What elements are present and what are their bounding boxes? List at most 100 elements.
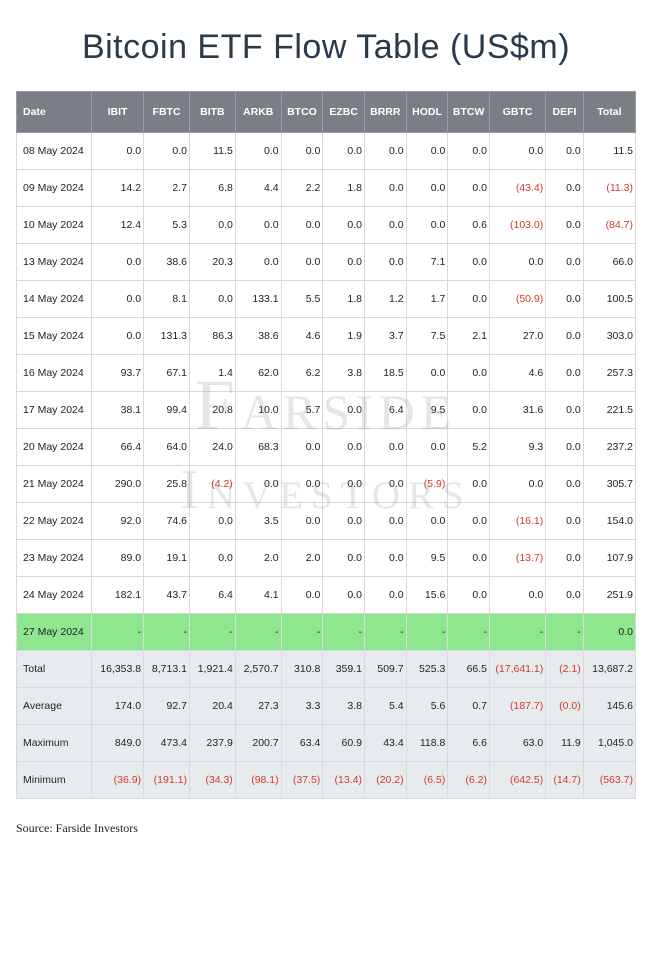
- cell-value: 0.0: [546, 429, 584, 466]
- cell-value: 0.0: [92, 133, 144, 170]
- cell-value: 1,045.0: [583, 725, 635, 762]
- table-row: 08 May 20240.00.011.50.00.00.00.00.00.00…: [17, 133, 636, 170]
- cell-value: 92.7: [144, 688, 190, 725]
- row-label: 23 May 2024: [17, 540, 92, 577]
- cell-value: 4.6: [281, 318, 323, 355]
- column-header: GBTC: [490, 92, 546, 133]
- column-header: DEFI: [546, 92, 584, 133]
- cell-value: 257.3: [583, 355, 635, 392]
- cell-value: -: [490, 614, 546, 651]
- cell-value: 174.0: [92, 688, 144, 725]
- cell-value: 310.8: [281, 651, 323, 688]
- cell-value: 74.6: [144, 503, 190, 540]
- cell-value: (4.2): [189, 466, 235, 503]
- cell-value: 0.0: [406, 503, 448, 540]
- cell-value: 0.0: [448, 466, 490, 503]
- cell-value: -: [281, 614, 323, 651]
- cell-value: 15.6: [406, 577, 448, 614]
- cell-value: 0.0: [323, 392, 365, 429]
- cell-value: (14.7): [546, 762, 584, 799]
- cell-value: 0.0: [364, 133, 406, 170]
- cell-value: 0.0: [448, 170, 490, 207]
- cell-value: 237.2: [583, 429, 635, 466]
- cell-value: 0.0: [546, 392, 584, 429]
- cell-value: (187.7): [490, 688, 546, 725]
- cell-value: 4.1: [235, 577, 281, 614]
- cell-value: 64.0: [144, 429, 190, 466]
- column-header: FBTC: [144, 92, 190, 133]
- cell-value: 0.6: [448, 207, 490, 244]
- row-label: Average: [17, 688, 92, 725]
- cell-value: -: [448, 614, 490, 651]
- cell-value: (43.4): [490, 170, 546, 207]
- cell-value: 31.6: [490, 392, 546, 429]
- cell-value: (13.7): [490, 540, 546, 577]
- cell-value: 251.9: [583, 577, 635, 614]
- table-row: 22 May 202492.074.60.03.50.00.00.00.00.0…: [17, 503, 636, 540]
- cell-value: -: [189, 614, 235, 651]
- table-row: Minimum(36.9)(191.1)(34.3)(98.1)(37.5)(1…: [17, 762, 636, 799]
- row-label: 22 May 2024: [17, 503, 92, 540]
- cell-value: 43.7: [144, 577, 190, 614]
- cell-value: 7.5: [406, 318, 448, 355]
- cell-value: 0.0: [323, 429, 365, 466]
- table-row: Maximum849.0473.4237.9200.763.460.943.41…: [17, 725, 636, 762]
- cell-value: 0.0: [546, 207, 584, 244]
- cell-value: 1.2: [364, 281, 406, 318]
- cell-value: 63.4: [281, 725, 323, 762]
- cell-value: 0.0: [406, 170, 448, 207]
- cell-value: 62.0: [235, 355, 281, 392]
- cell-value: 0.0: [189, 281, 235, 318]
- cell-value: 0.0: [583, 614, 635, 651]
- cell-value: -: [235, 614, 281, 651]
- cell-value: 3.7: [364, 318, 406, 355]
- cell-value: -: [323, 614, 365, 651]
- cell-value: 0.0: [448, 133, 490, 170]
- cell-value: 20.4: [189, 688, 235, 725]
- cell-value: 0.0: [546, 466, 584, 503]
- cell-value: (50.9): [490, 281, 546, 318]
- row-label: 20 May 2024: [17, 429, 92, 466]
- cell-value: 68.3: [235, 429, 281, 466]
- cell-value: 24.0: [189, 429, 235, 466]
- row-label: 13 May 2024: [17, 244, 92, 281]
- column-header: HODL: [406, 92, 448, 133]
- cell-value: 89.0: [92, 540, 144, 577]
- cell-value: (2.1): [546, 651, 584, 688]
- cell-value: -: [92, 614, 144, 651]
- cell-value: 8,713.1: [144, 651, 190, 688]
- cell-value: 11.9: [546, 725, 584, 762]
- cell-value: 0.0: [490, 577, 546, 614]
- cell-value: 3.3: [281, 688, 323, 725]
- cell-value: 0.0: [448, 503, 490, 540]
- cell-value: 63.0: [490, 725, 546, 762]
- cell-value: 133.1: [235, 281, 281, 318]
- cell-value: 237.9: [189, 725, 235, 762]
- cell-value: 2.0: [281, 540, 323, 577]
- cell-value: 38.6: [235, 318, 281, 355]
- cell-value: 0.0: [546, 503, 584, 540]
- cell-value: -: [364, 614, 406, 651]
- cell-value: 25.8: [144, 466, 190, 503]
- cell-value: 0.0: [546, 281, 584, 318]
- cell-value: 0.0: [546, 355, 584, 392]
- cell-value: 2,570.7: [235, 651, 281, 688]
- table-row: 27 May 2024-----------0.0: [17, 614, 636, 651]
- cell-value: 0.0: [323, 540, 365, 577]
- cell-value: 0.0: [490, 244, 546, 281]
- column-header: BITB: [189, 92, 235, 133]
- cell-value: -: [546, 614, 584, 651]
- row-label: 17 May 2024: [17, 392, 92, 429]
- table-row: 14 May 20240.08.10.0133.15.51.81.21.70.0…: [17, 281, 636, 318]
- cell-value: 0.0: [546, 244, 584, 281]
- cell-value: 2.7: [144, 170, 190, 207]
- cell-value: 66.5: [448, 651, 490, 688]
- source-attribution: Source: Farside Investors: [16, 821, 636, 836]
- cell-value: 0.0: [448, 577, 490, 614]
- column-header: BRRR: [364, 92, 406, 133]
- cell-value: 10.0: [235, 392, 281, 429]
- cell-value: 509.7: [364, 651, 406, 688]
- cell-value: -: [144, 614, 190, 651]
- cell-value: 86.3: [189, 318, 235, 355]
- column-header: ARKB: [235, 92, 281, 133]
